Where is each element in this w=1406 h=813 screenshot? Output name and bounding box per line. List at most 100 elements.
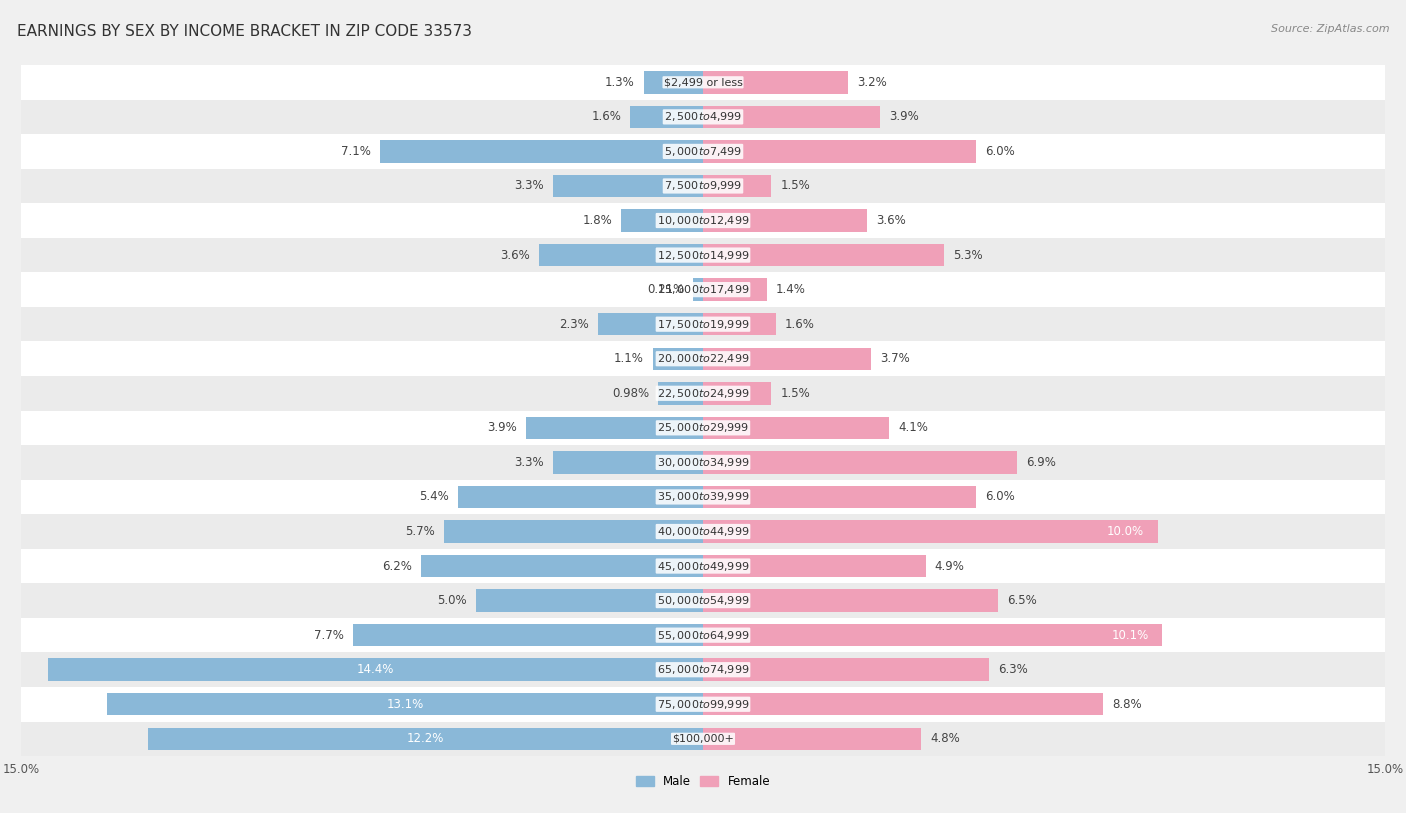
Text: 4.1%: 4.1% [898,421,928,434]
Bar [21,480,1385,515]
Text: 6.5%: 6.5% [1008,594,1038,607]
Text: $65,000 to $74,999: $65,000 to $74,999 [657,663,749,676]
Legend: Male, Female: Male, Female [636,775,770,788]
Text: $10,000 to $12,499: $10,000 to $12,499 [657,214,749,227]
Bar [353,624,703,646]
Bar [21,237,1385,272]
Text: $40,000 to $44,999: $40,000 to $44,999 [657,525,749,538]
Text: 5.4%: 5.4% [419,490,449,503]
Text: $15,000 to $17,499: $15,000 to $17,499 [657,283,749,296]
Text: $50,000 to $54,999: $50,000 to $54,999 [657,594,749,607]
Text: 5.7%: 5.7% [405,525,434,538]
Text: 3.9%: 3.9% [890,111,920,124]
Text: $22,500 to $24,999: $22,500 to $24,999 [657,387,749,400]
Bar [422,554,703,577]
Bar [652,347,703,370]
Text: $2,500 to $4,999: $2,500 to $4,999 [664,111,742,124]
Text: 0.98%: 0.98% [612,387,650,400]
Text: 10.1%: 10.1% [1111,628,1149,641]
Text: 4.8%: 4.8% [931,733,960,746]
Bar [703,728,921,750]
Bar [630,106,703,128]
Text: 10.0%: 10.0% [1107,525,1144,538]
Text: $35,000 to $39,999: $35,000 to $39,999 [657,490,749,503]
Text: 1.5%: 1.5% [780,180,810,193]
Text: 3.3%: 3.3% [515,180,544,193]
Text: 6.0%: 6.0% [984,490,1015,503]
Bar [553,451,703,474]
Text: 3.6%: 3.6% [501,249,530,262]
Text: 1.5%: 1.5% [780,387,810,400]
Bar [21,169,1385,203]
Text: $5,000 to $7,499: $5,000 to $7,499 [664,145,742,158]
Text: 1.3%: 1.3% [605,76,636,89]
Bar [703,278,766,301]
Bar [21,446,1385,480]
Bar [21,618,1385,652]
Bar [21,272,1385,307]
Text: 12.2%: 12.2% [406,733,444,746]
Bar [703,313,776,336]
Bar [526,416,703,439]
Bar [475,589,703,612]
Text: 14.4%: 14.4% [357,663,394,676]
Text: $17,500 to $19,999: $17,500 to $19,999 [657,318,749,331]
Bar [703,451,1017,474]
Bar [703,106,880,128]
Bar [21,411,1385,446]
Text: 1.6%: 1.6% [785,318,814,331]
Bar [21,722,1385,756]
Text: $100,000+: $100,000+ [672,734,734,744]
Text: 1.6%: 1.6% [592,111,621,124]
Bar [703,554,925,577]
Bar [457,485,703,508]
Bar [703,71,848,93]
Text: 3.6%: 3.6% [876,214,905,227]
Bar [21,549,1385,584]
Text: 5.3%: 5.3% [953,249,983,262]
Bar [21,687,1385,722]
Bar [658,382,703,405]
Bar [21,376,1385,411]
Bar [703,382,772,405]
Text: 0.21%: 0.21% [647,283,685,296]
Bar [380,140,703,163]
Text: 6.3%: 6.3% [998,663,1028,676]
Bar [21,584,1385,618]
Bar [621,209,703,232]
Text: 7.1%: 7.1% [342,145,371,158]
Bar [21,203,1385,237]
Bar [553,175,703,198]
Bar [21,99,1385,134]
Text: 2.3%: 2.3% [560,318,589,331]
Bar [703,659,990,681]
Bar [149,728,703,750]
Text: 4.9%: 4.9% [935,559,965,572]
Bar [703,416,890,439]
Text: $45,000 to $49,999: $45,000 to $49,999 [657,559,749,572]
Bar [703,485,976,508]
Text: 6.2%: 6.2% [382,559,412,572]
Text: $30,000 to $34,999: $30,000 to $34,999 [657,456,749,469]
Text: 5.0%: 5.0% [437,594,467,607]
Text: $20,000 to $22,499: $20,000 to $22,499 [657,352,749,365]
Text: 1.8%: 1.8% [582,214,612,227]
Text: Source: ZipAtlas.com: Source: ZipAtlas.com [1271,24,1389,34]
Bar [703,140,976,163]
Bar [703,175,772,198]
Bar [703,624,1163,646]
Bar [703,520,1157,543]
Bar [21,65,1385,99]
Bar [21,341,1385,376]
Bar [703,347,872,370]
Text: $55,000 to $64,999: $55,000 to $64,999 [657,628,749,641]
Bar [107,693,703,715]
Bar [21,652,1385,687]
Bar [599,313,703,336]
Bar [21,307,1385,341]
Text: $25,000 to $29,999: $25,000 to $29,999 [657,421,749,434]
Bar [644,71,703,93]
Bar [540,244,703,267]
Bar [703,244,943,267]
Text: 3.2%: 3.2% [858,76,887,89]
